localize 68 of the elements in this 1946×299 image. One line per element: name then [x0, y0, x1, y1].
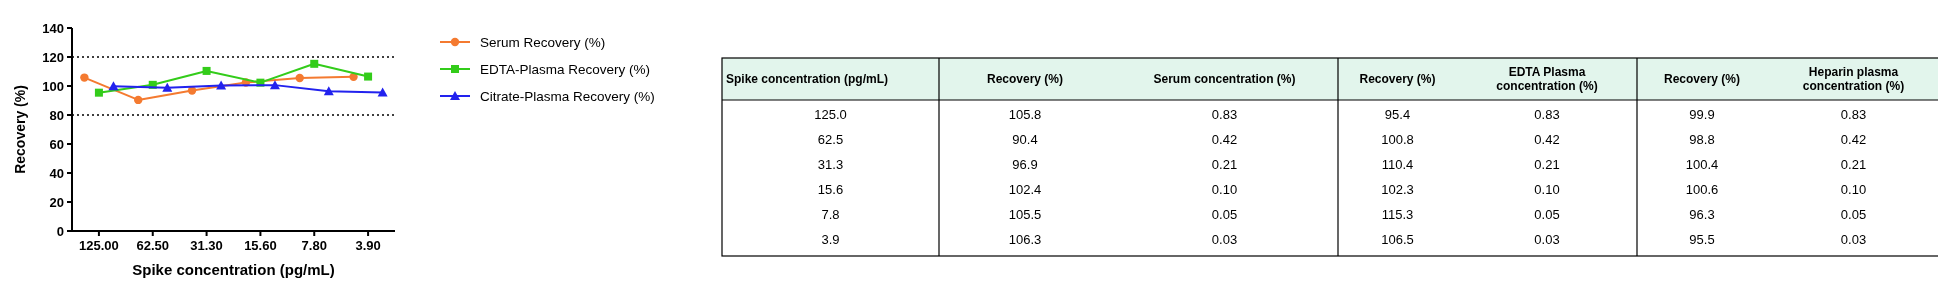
text: 98.8	[1689, 131, 1715, 147]
text: 0.42	[1840, 131, 1867, 147]
text: 110.4	[1381, 156, 1414, 172]
x-tick-label: 3.90	[355, 238, 381, 253]
x-tick-label: 125.00	[79, 238, 119, 253]
text: 95.5	[1689, 231, 1715, 247]
text: 0.10	[1840, 181, 1867, 197]
text: 0.10	[1211, 181, 1238, 197]
text: Recovery (%)	[986, 72, 1064, 87]
text: 0.83	[1840, 106, 1867, 122]
text: EDTA Plasma concentration (%)	[1496, 65, 1598, 94]
text: 0.42	[1211, 131, 1238, 147]
text: 102.4	[1008, 181, 1042, 197]
text: 62.5	[817, 131, 844, 147]
text: 0.05	[1211, 206, 1238, 222]
text: Recovery (%)	[1359, 72, 1436, 87]
text: 95.4	[1384, 106, 1411, 122]
text: 0.03	[1840, 231, 1867, 247]
text: 0.03	[1211, 231, 1238, 247]
text: 96.9	[1012, 156, 1038, 172]
y-tick-label: 0	[56, 223, 64, 239]
x-tick-label: 7.80	[301, 238, 327, 253]
text: Recovery (%)	[1663, 72, 1741, 87]
x-tick-label: 62.50	[136, 238, 170, 253]
text: 96.3	[1689, 206, 1715, 222]
legend-label: EDTA-Plasma Recovery (%)	[480, 61, 651, 77]
legend-label: Serum Recovery (%)	[480, 34, 606, 50]
text: 100.4	[1685, 156, 1719, 172]
text: Spike concentration (pg/mL)	[726, 72, 889, 87]
text: 105.5	[1008, 206, 1042, 222]
legend-label: Citrate-Plasma Recovery (%)	[480, 88, 655, 104]
text: 0.05	[1840, 206, 1867, 222]
y-axis-title: Recovery (%)	[12, 85, 28, 174]
text: Serum concentration (%)	[1153, 72, 1296, 87]
text: 100.6	[1685, 181, 1719, 197]
text: 0.21	[1840, 156, 1867, 172]
y-tick-label: 20	[49, 194, 64, 210]
text: 100.8	[1381, 131, 1414, 147]
text: 0.21	[1534, 156, 1560, 172]
text: 0.83	[1211, 106, 1238, 122]
y-tick-label: 40	[49, 165, 64, 181]
text: 106.3	[1008, 231, 1042, 247]
text: 0.03	[1534, 231, 1560, 247]
text: 90.4	[1012, 131, 1038, 147]
text: 115.3	[1381, 206, 1414, 222]
text: 3.9	[821, 231, 840, 247]
y-tick-label: 100	[42, 78, 64, 94]
text: 102.3	[1381, 181, 1414, 197]
y-tick-label: 120	[42, 49, 64, 65]
y-tick-label: 140	[42, 20, 64, 36]
text: 105.8	[1008, 106, 1042, 122]
text: 0.21	[1211, 156, 1238, 172]
text: 0.42	[1534, 131, 1560, 147]
text: 31.3	[817, 156, 844, 172]
text: 99.9	[1689, 106, 1715, 122]
text: 15.6	[817, 181, 844, 197]
x-tick-label: 15.60	[244, 238, 277, 253]
text: 0.05	[1534, 206, 1560, 222]
text: 125.0	[814, 106, 847, 122]
x-axis-title: Spike concentration (pg/mL)	[132, 261, 335, 278]
y-tick-label: 80	[49, 107, 64, 123]
x-tick-label: 31.30	[190, 238, 223, 253]
text: 0.83	[1534, 106, 1560, 122]
text: 0.10	[1534, 181, 1560, 197]
y-tick-label: 60	[49, 136, 64, 152]
text: 7.8	[821, 206, 840, 222]
text: Heparin plasma concentration (%)	[1802, 65, 1905, 94]
text: 106.5	[1381, 231, 1414, 247]
